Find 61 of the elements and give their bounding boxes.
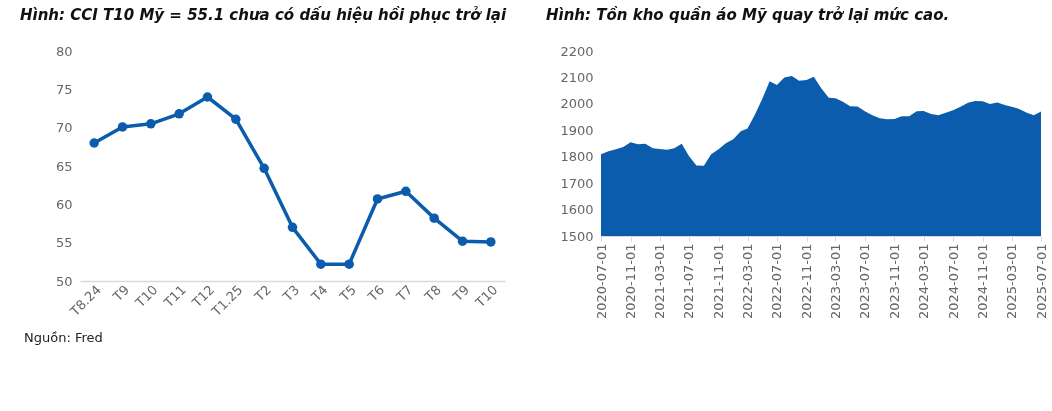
chart-title: Hình: CCI T10 Mỹ = 55.1 chưa có dấu hiệu hồi phục trở lại [20,5,507,24]
x-tick-label: T3 [279,282,303,305]
x-tick-label: 2022-11-01 [799,243,815,320]
x-tick-label: 2024-11-01 [975,243,991,320]
x-tick-label: T6 [364,282,388,305]
point [486,237,496,247]
point [202,92,213,102]
y-tick-label: 1700 [560,175,594,191]
point [174,109,184,119]
x-tick-label: T10 [471,282,501,311]
point [89,138,99,148]
x-tick-label: T9 [449,282,473,305]
x-tick-label: 2025-03-01 [1004,243,1020,320]
point [316,259,326,269]
point [231,114,241,124]
x-tick-label: 2021-11-01 [711,243,727,320]
y-tick-label: 60 [55,196,73,212]
y-tick-label: 1600 [560,202,594,218]
x-tick-label: 2021-07-01 [681,243,697,320]
y-tick-label: 1800 [560,149,594,165]
y-tick-label: 2000 [560,96,594,112]
y-tick-label: 80 [55,43,73,59]
point [259,163,269,174]
y-tick-label: 1900 [560,122,594,138]
x-tick-label: T8 [421,282,444,305]
point [457,236,468,246]
x-tick-label: 2020-07-01 [593,243,609,320]
x-tick-label: T10 [131,282,161,311]
x-tick-label: 2023-11-01 [886,243,902,320]
point [287,222,298,233]
point [429,213,439,223]
x-tick-label: 2023-03-01 [827,243,843,320]
point [344,259,354,269]
y-tick-label: 65 [55,158,73,174]
y-tick-label: 2100 [560,69,594,85]
x-tick-label: 2022-07-01 [769,243,785,320]
x-tick-label: T5 [336,282,359,305]
point [117,122,128,132]
y-tick-label: 2200 [560,43,594,59]
x-tick-label: T7 [392,282,416,305]
y-tick-label: 70 [55,120,73,136]
x-tick-label: 2025-07-01 [1033,243,1049,320]
x-tick-label: 2024-03-01 [916,243,932,320]
point [372,194,383,204]
x-tick-label: 2022-03-01 [740,243,756,320]
x-tick-label: 2023-07-01 [857,243,873,320]
y-tick-label: 50 [55,273,73,289]
y-tick-label: 1500 [560,228,594,244]
x-tick-label: 2024-07-01 [945,243,961,320]
x-tick-label: T9 [109,282,133,305]
chart-title: Hình: Tồn kho quần áo Mỹ quay trở lại mức cao. [546,5,950,24]
point [401,186,411,197]
x-tick-label: T4 [307,282,331,305]
x-tick-label: T2 [251,282,274,305]
x-tick-label: 2021-03-01 [652,243,668,320]
point [146,119,156,129]
x-tick-label: T11 [160,282,189,311]
y-tick-label: 75 [55,81,73,97]
x-tick-label: 2020-11-01 [623,243,639,320]
text: Nguồn: Fred [24,330,104,345]
y-tick-label: 55 [55,235,73,251]
